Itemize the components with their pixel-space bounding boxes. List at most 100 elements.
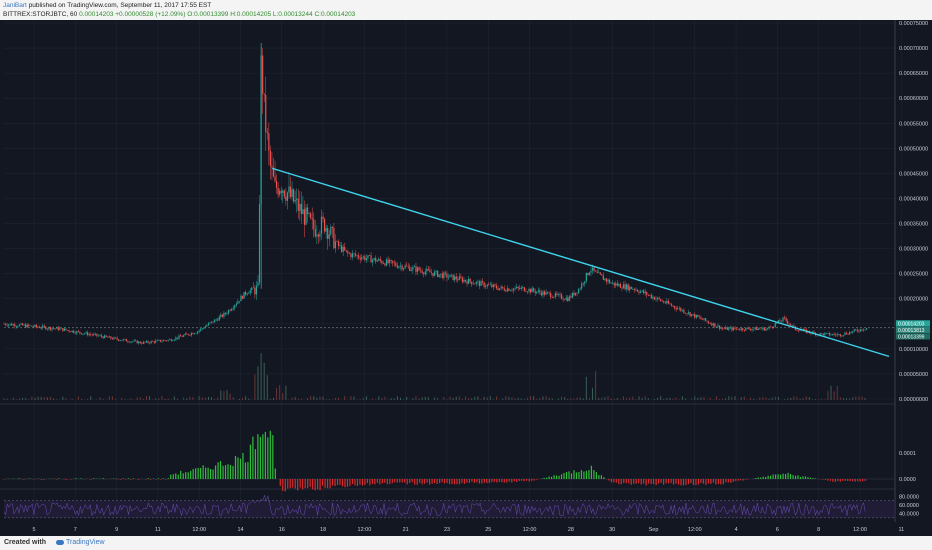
candle-body (333, 227, 335, 249)
macd-bar (404, 479, 406, 483)
volume-bar (818, 399, 820, 400)
trendline[interactable] (272, 167, 890, 358)
macd-bar (466, 479, 468, 483)
macd-bar (205, 467, 207, 479)
candle-body (444, 272, 446, 274)
candle-body (193, 333, 196, 335)
volume-bar (279, 385, 281, 400)
volume-bar (155, 398, 157, 400)
volume-bar (111, 396, 113, 400)
candle-body (17, 326, 19, 327)
tradingview-logo[interactable]: TradingView (66, 539, 105, 546)
macd-bar (207, 467, 209, 479)
candle-body (850, 332, 852, 333)
candle-body (66, 330, 69, 331)
volume-bar (170, 399, 172, 400)
candle-body (317, 234, 319, 237)
candle-body (274, 176, 276, 182)
author-link[interactable]: JaniBart (3, 2, 27, 9)
candle-body (787, 320, 789, 324)
time-axis[interactable]: 5 7 9 11 12:00 14 16 18 12:00 21 23 25 12:00 28 30 Sep 1… (32, 527, 904, 533)
candle-body (542, 291, 544, 296)
volume-bar (25, 398, 27, 400)
candle-body (178, 335, 180, 339)
candle-body (176, 337, 179, 339)
macd-bar (695, 479, 697, 486)
candle-body (358, 255, 360, 258)
candle-body (68, 330, 70, 332)
volume-bar (316, 397, 318, 400)
macd-bar (376, 479, 378, 483)
macd-bar (680, 479, 682, 486)
macd-bar (615, 479, 617, 483)
macd-bar (777, 474, 779, 479)
macd-bar (834, 479, 836, 482)
macd-bar (598, 475, 600, 479)
candle-body (748, 327, 750, 330)
candle-body (601, 274, 603, 276)
candle-body (636, 289, 639, 292)
candle-body (344, 247, 346, 251)
candle-body (435, 270, 437, 272)
candle-body (362, 256, 364, 258)
candle-body (503, 288, 505, 291)
macd-bar (443, 479, 446, 484)
candle-body (500, 286, 502, 289)
volume-bar (248, 398, 250, 400)
volume-bar (588, 398, 590, 400)
macd-bar (209, 469, 212, 479)
macd-bar (162, 478, 164, 479)
macd-bar (653, 479, 655, 485)
macd-bar (287, 479, 289, 489)
candle-body (3, 323, 5, 325)
candle-body (579, 288, 581, 290)
volume-bar (272, 397, 274, 400)
macd-bar (192, 468, 194, 479)
candle-body (454, 276, 456, 281)
macd-bar (692, 479, 695, 485)
macd-bar (229, 464, 232, 479)
volume-bar (613, 398, 615, 400)
volume-bar (533, 396, 535, 400)
macd-bar (80, 478, 82, 479)
candle-body (783, 317, 786, 319)
candle-body (231, 309, 233, 311)
macd-bar (436, 479, 438, 484)
macd-bar (794, 475, 797, 479)
candle-body (782, 317, 784, 322)
candle-body (201, 328, 203, 330)
rsi-band (4, 500, 895, 518)
candle-body (136, 340, 138, 344)
low-value: L:0.00013244 (272, 11, 313, 18)
macd-bar (212, 469, 214, 479)
volume-bar (511, 397, 513, 400)
macd-bar (473, 479, 476, 483)
candle-body (262, 55, 264, 94)
candle-body (169, 339, 171, 340)
macd-bar (145, 479, 147, 480)
x-tick-label: 30 (609, 527, 615, 533)
macd-bar (625, 479, 627, 484)
candle-body (618, 284, 620, 286)
candle-body (316, 234, 318, 237)
macd-bar (690, 479, 692, 484)
volume-bar (548, 397, 550, 400)
macd-bar (155, 479, 157, 480)
candle-body (564, 299, 566, 301)
candle-body (345, 250, 347, 252)
candle-body (248, 293, 250, 294)
price-chart[interactable]: 0.00075000 0.00070000 0.00065000 0.00060000… (0, 20, 932, 536)
price-axis[interactable]: 0.00075000 0.00070000 0.00065000 0.00060000… (894, 20, 928, 522)
volume-bar (601, 397, 603, 400)
volume-bar (681, 396, 683, 400)
volume-bar (576, 397, 578, 400)
candle-body (633, 289, 635, 290)
macd-bar (324, 479, 326, 488)
candle-body (124, 339, 126, 340)
publish-line: JaniBart published on TradingView.com, S… (3, 1, 211, 10)
volume-bar (242, 397, 244, 400)
volume-bar (669, 397, 671, 400)
volume-bar (864, 397, 866, 400)
volume-bar (399, 397, 401, 400)
volume-bar (186, 398, 188, 400)
